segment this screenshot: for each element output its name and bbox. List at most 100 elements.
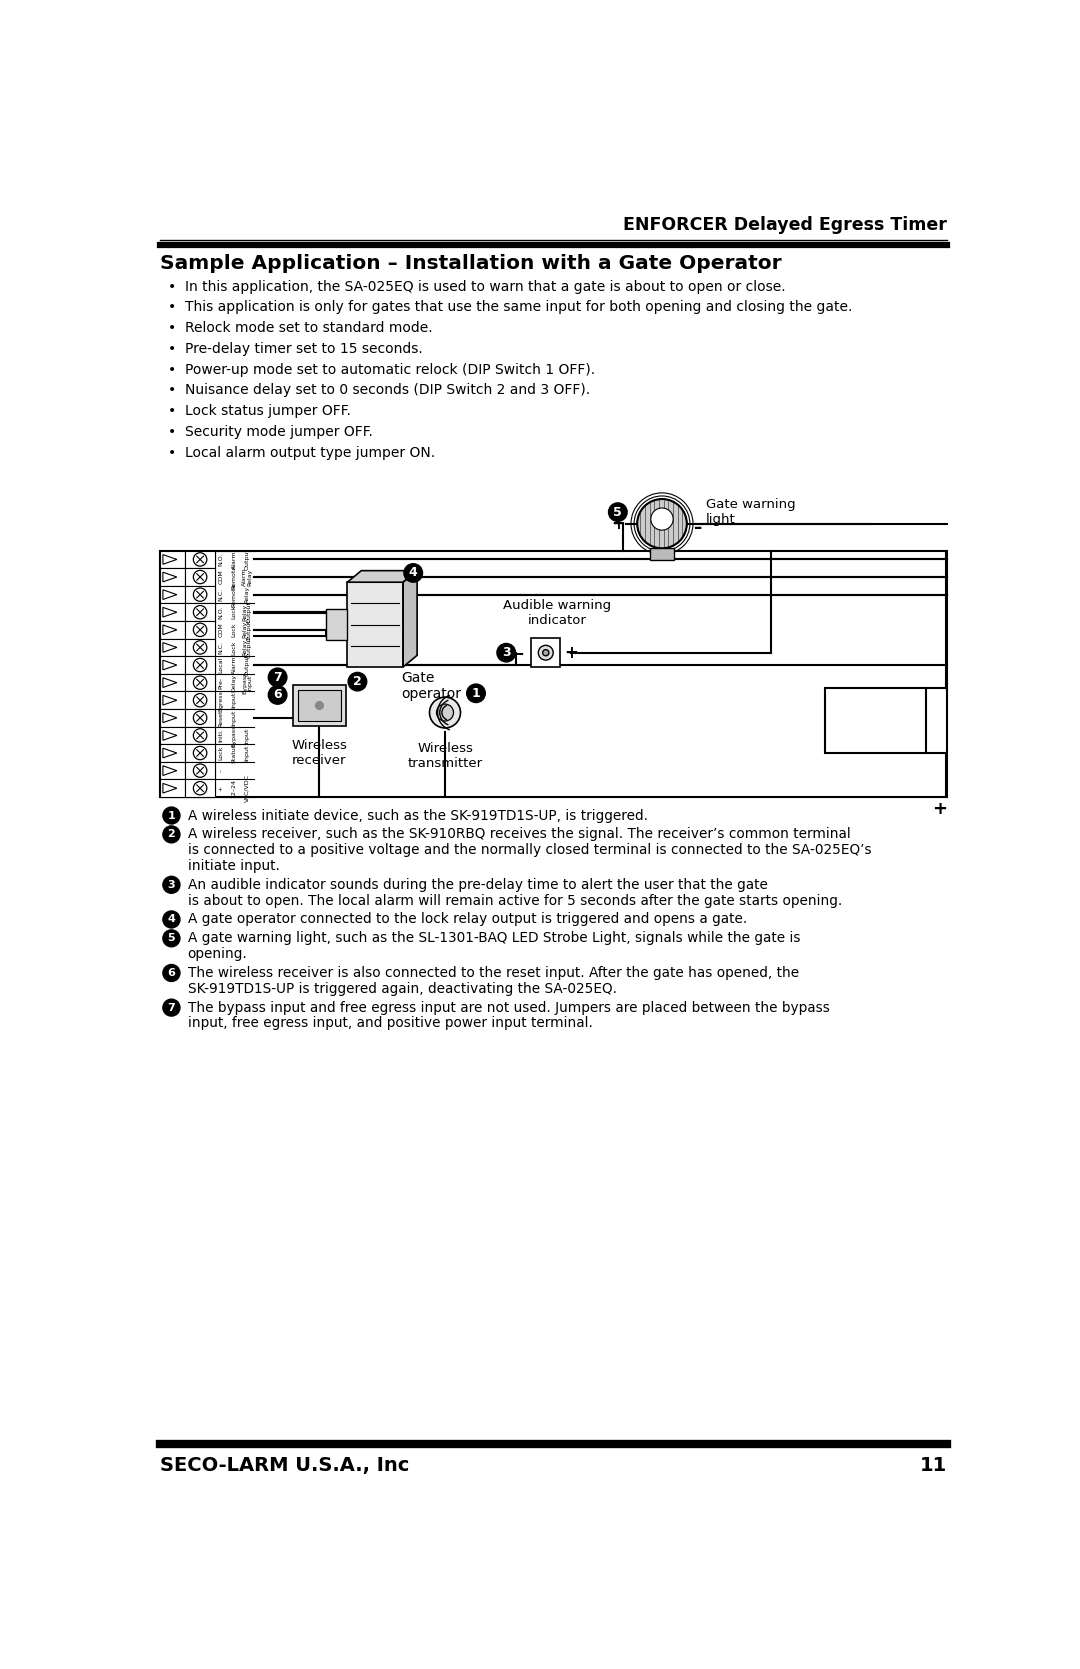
Circle shape	[163, 1000, 180, 1016]
Text: •: •	[167, 362, 176, 377]
Text: Input: Input	[232, 709, 237, 726]
Text: 11: 11	[920, 1455, 947, 1475]
Text: Egress: Egress	[219, 689, 224, 711]
Text: 3: 3	[167, 880, 175, 890]
Text: Remote: Remote	[232, 582, 237, 608]
Text: 7: 7	[167, 1003, 175, 1013]
Circle shape	[193, 676, 207, 689]
Text: 5: 5	[613, 506, 622, 519]
Circle shape	[193, 587, 207, 601]
Circle shape	[193, 571, 207, 584]
Text: N.C.: N.C.	[219, 587, 224, 601]
Text: Power
supply: Power supply	[852, 704, 897, 736]
Bar	[160, 656, 186, 674]
Circle shape	[467, 684, 485, 703]
Polygon shape	[163, 731, 177, 741]
Text: Relay: Relay	[244, 586, 249, 603]
Circle shape	[193, 606, 207, 619]
Circle shape	[193, 781, 207, 794]
Text: 4: 4	[167, 915, 175, 925]
Text: Lock: Lock	[232, 641, 237, 654]
Text: Input: Input	[244, 728, 249, 744]
Text: Lock: Lock	[232, 604, 237, 619]
Bar	[186, 586, 215, 604]
Text: N.O.: N.O.	[219, 552, 224, 566]
Text: Pre-: Pre-	[219, 676, 224, 689]
Text: 6: 6	[273, 688, 282, 701]
Circle shape	[193, 764, 207, 778]
Bar	[160, 691, 186, 709]
Text: −: −	[510, 644, 524, 661]
Text: 2: 2	[353, 676, 362, 688]
Circle shape	[163, 826, 180, 843]
Text: N.C.: N.C.	[219, 641, 224, 654]
Text: Lock status jumper OFF.: Lock status jumper OFF.	[186, 404, 351, 419]
Text: Alarm
Relay: Alarm Relay	[242, 567, 252, 586]
Text: Lock: Lock	[219, 746, 224, 761]
Text: Wireless
transmitter: Wireless transmitter	[407, 741, 483, 769]
Circle shape	[163, 911, 180, 928]
Polygon shape	[163, 748, 177, 758]
Text: Local alarm output type jumper ON.: Local alarm output type jumper ON.	[186, 446, 435, 461]
Polygon shape	[163, 572, 177, 582]
Bar	[160, 586, 186, 604]
Text: Local: Local	[219, 658, 224, 673]
Text: 1: 1	[167, 811, 175, 821]
Bar	[160, 567, 186, 586]
Bar	[298, 689, 341, 721]
Text: COM: COM	[219, 569, 224, 584]
Bar	[160, 639, 186, 656]
Text: The bypass input and free egress input are not used. Jumpers are placed between : The bypass input and free egress input a…	[188, 1001, 829, 1015]
Bar	[186, 567, 215, 586]
Text: A gate warning light, such as the SL-1301-BAQ LED Strobe Light, signals while th: A gate warning light, such as the SL-130…	[188, 931, 800, 945]
Polygon shape	[163, 661, 177, 669]
Circle shape	[193, 694, 207, 708]
Bar	[160, 551, 186, 567]
Text: Power-up mode set to automatic relock (DIP Switch 1 OFF).: Power-up mode set to automatic relock (D…	[186, 362, 595, 377]
Circle shape	[193, 641, 207, 654]
Text: 6: 6	[167, 968, 175, 978]
Polygon shape	[163, 696, 177, 704]
Text: input, free egress input, and positive power input terminal.: input, free egress input, and positive p…	[188, 1016, 593, 1030]
Polygon shape	[163, 624, 177, 634]
Text: •: •	[167, 426, 176, 439]
Bar	[160, 761, 186, 779]
Text: A wireless receiver, such as the SK-910RBQ receives the signal. The receiver’s c: A wireless receiver, such as the SK-910R…	[188, 828, 850, 841]
Text: •: •	[167, 404, 176, 419]
Bar	[293, 686, 346, 726]
Text: In this application, the SA-025EQ is used to warn that a gate is about to open o: In this application, the SA-025EQ is use…	[186, 279, 786, 294]
Text: •: •	[167, 384, 176, 397]
Text: SECO-LARM U.S.A., Inc: SECO-LARM U.S.A., Inc	[160, 1455, 409, 1475]
Polygon shape	[163, 783, 177, 793]
Bar	[186, 691, 215, 709]
Text: +: +	[611, 514, 625, 532]
Bar	[186, 726, 215, 744]
Bar	[825, 688, 926, 753]
Text: opening.: opening.	[188, 946, 247, 961]
Text: Relay
Output: Relay Output	[242, 619, 252, 641]
Text: +: +	[565, 644, 578, 661]
Circle shape	[404, 564, 422, 582]
Text: 2: 2	[167, 829, 175, 840]
Text: Relock mode set to standard mode.: Relock mode set to standard mode.	[186, 320, 433, 335]
Text: Gate
operator: Gate operator	[402, 671, 461, 701]
Text: A wireless initiate device, such as the SK-919TD1S-UP, is triggered.: A wireless initiate device, such as the …	[188, 808, 648, 823]
Polygon shape	[348, 571, 417, 582]
Polygon shape	[403, 571, 417, 668]
Circle shape	[651, 507, 673, 531]
Circle shape	[193, 658, 207, 671]
Text: is connected to a positive voltage and the normally closed terminal is connected: is connected to a positive voltage and t…	[188, 843, 872, 858]
Circle shape	[268, 686, 287, 704]
Bar	[326, 609, 348, 639]
Text: •: •	[167, 446, 176, 461]
Polygon shape	[163, 678, 177, 688]
Polygon shape	[163, 608, 177, 618]
Text: •: •	[167, 279, 176, 294]
Circle shape	[542, 649, 549, 656]
Text: •: •	[167, 342, 176, 355]
Text: N.O.: N.O.	[219, 606, 224, 619]
Bar	[348, 582, 403, 668]
Bar	[186, 709, 215, 726]
Text: •: •	[167, 300, 176, 314]
Text: •: •	[167, 320, 176, 335]
